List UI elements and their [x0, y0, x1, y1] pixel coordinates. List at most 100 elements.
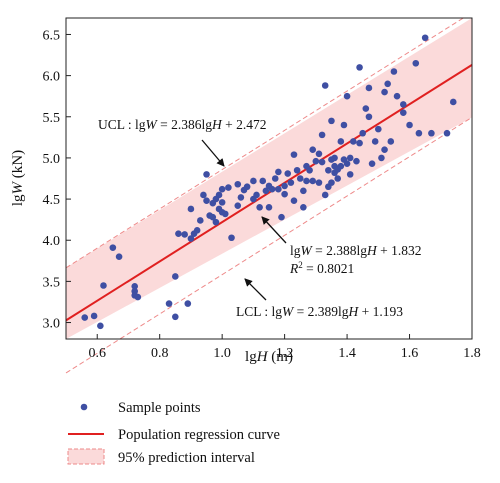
sample-point	[378, 154, 385, 162]
sample-point	[421, 34, 429, 42]
sample-point	[428, 129, 435, 137]
sample-point	[390, 68, 398, 75]
sample-point	[328, 117, 335, 125]
legend-label-band: 95% prediction interval	[118, 450, 255, 466]
sample-point	[303, 177, 310, 185]
y-tick-label: 3.0	[43, 317, 61, 332]
lcl-annotation-part: = 2.389lg	[293, 304, 348, 319]
sample-point	[321, 191, 329, 199]
ucl-annotation-part: = 2.386lg	[157, 117, 212, 132]
prediction-band	[66, 18, 472, 339]
x-tick-label: 1.0	[213, 346, 231, 361]
sample-point	[115, 253, 123, 260]
ucl-annotation-part: H	[211, 117, 223, 132]
sample-point	[193, 227, 201, 234]
sample-point	[172, 313, 179, 321]
y-tick-label: 5.0	[43, 152, 61, 167]
sample-point	[284, 170, 292, 177]
sample-point	[281, 190, 288, 198]
sample-point	[362, 105, 370, 112]
legend-label-points: Sample points	[118, 400, 201, 416]
lcl-annotation-part: H	[348, 304, 360, 319]
sample-point	[346, 171, 354, 178]
x-axis-label-part: H	[256, 349, 269, 365]
sample-point	[315, 150, 323, 158]
lcl-annotation-part: + 1.193	[358, 304, 403, 319]
sample-point	[384, 80, 391, 88]
legend-label-regression: Population regression curve	[118, 427, 280, 443]
prediction-band-layer	[65, 17, 473, 374]
y-axis-label-part: (kN)	[10, 150, 26, 182]
regression-annotation-part: W	[301, 243, 314, 258]
sample-point	[331, 154, 338, 162]
x-tick-label: 1.4	[338, 346, 356, 361]
sample-point	[90, 312, 98, 320]
sample-point	[293, 166, 301, 174]
sample-point	[309, 146, 317, 153]
legend-marker-points	[80, 403, 88, 411]
legend: Sample points Population regression curve…	[67, 400, 280, 466]
sample-point	[225, 184, 232, 191]
regression-line-layer	[65, 64, 473, 322]
sample-point	[256, 204, 263, 211]
y-tick-label: 3.5	[43, 275, 61, 290]
plot-frame	[65, 17, 473, 340]
sample-point	[97, 322, 104, 330]
sample-point	[287, 179, 295, 186]
sample-point	[184, 300, 192, 307]
sample-point	[312, 157, 320, 165]
y-axis-label-part: W	[10, 180, 26, 194]
sample-point	[203, 197, 210, 205]
ucl-annotation: UCL : lgW = 2.386lgH + 2.472	[98, 117, 267, 132]
sample-point	[309, 177, 317, 185]
sample-point	[181, 231, 188, 238]
sample-point	[259, 177, 267, 185]
lcl-arrow	[244, 278, 267, 301]
regression-annotation-part: + 1.832	[377, 243, 422, 258]
sample-point	[393, 92, 401, 100]
sample-point	[406, 121, 413, 129]
sample-point	[449, 98, 457, 106]
sample-point	[221, 210, 229, 218]
sample-point	[375, 125, 382, 133]
sample-point	[350, 138, 357, 145]
sample-point	[296, 175, 304, 182]
lcl-annotation: LCL : lgW = 2.389lgH + 1.193	[236, 304, 403, 319]
sample-point	[412, 59, 420, 67]
sample-point	[300, 204, 307, 211]
sample-point	[268, 185, 276, 193]
x-tick-label: 0.6	[88, 346, 106, 361]
sample-point	[187, 235, 195, 242]
sample-point	[346, 154, 354, 162]
sample-point	[278, 213, 285, 221]
sample-point	[209, 213, 217, 221]
r2-annotation-part: = 0.8021	[303, 261, 355, 276]
legend-marker-band	[67, 448, 105, 465]
axis-labels-layer: lgH (m)lgW (kN)	[10, 150, 293, 365]
sample-point	[356, 139, 363, 147]
y-tick-label: 4.5	[43, 193, 61, 208]
sample-point	[371, 138, 379, 145]
x-axis-label-part: (m)	[268, 349, 293, 365]
x-tick-label: 0.8	[151, 346, 169, 361]
r2-annotation-part: R	[289, 261, 299, 276]
sample-point	[234, 180, 242, 188]
sample-point	[368, 160, 376, 167]
sample-point	[228, 234, 235, 242]
sample-point	[109, 244, 117, 251]
sample-point	[365, 113, 373, 121]
sample-point	[187, 205, 195, 213]
sample-point	[100, 282, 107, 289]
ucl-arrow	[201, 139, 225, 167]
ucl-annotation-part: W	[146, 117, 159, 132]
sample-point	[387, 138, 395, 145]
x-axis-label-part: lg	[245, 349, 257, 365]
lcl-annotation-part: LCL : lg	[236, 304, 282, 319]
sample-point	[315, 179, 323, 186]
sample-point	[359, 129, 366, 137]
sample-point	[337, 162, 345, 170]
sample-point	[328, 179, 335, 186]
regression-arrow	[261, 216, 287, 244]
